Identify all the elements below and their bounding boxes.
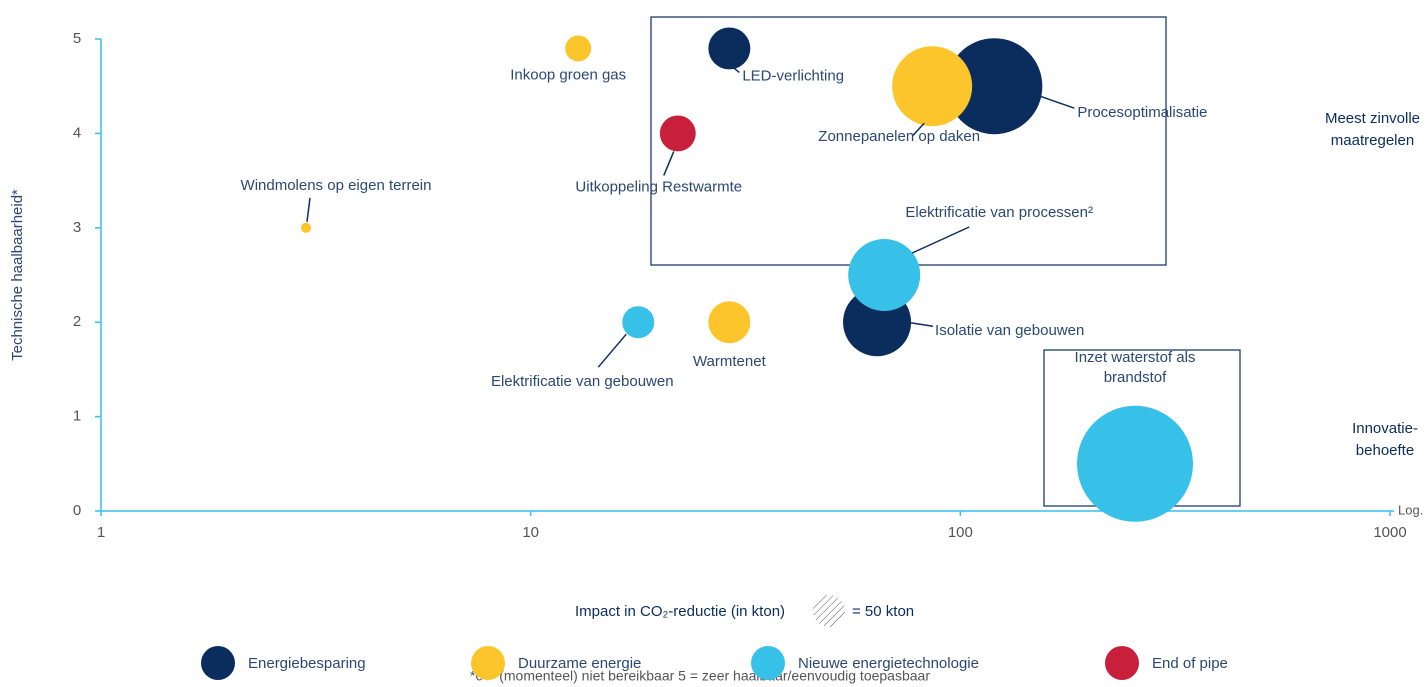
legend-label: Nieuwe energietechnologie: [798, 655, 979, 672]
size-key-label: = 50 kton: [852, 603, 914, 620]
y-tick-label: 1: [73, 408, 81, 425]
x-tick-label: 1: [97, 524, 105, 541]
bubble: [708, 27, 751, 70]
y-tick-label: 3: [73, 219, 81, 236]
size-key: [813, 595, 845, 627]
zone-label: Innovatie-behoefte: [1352, 420, 1418, 459]
bubble-label: Isolatie van gebouwen: [935, 322, 1084, 339]
bubble: [708, 301, 751, 344]
y-tick-label: 5: [73, 30, 81, 47]
bubble: [565, 35, 592, 62]
x-axis-title: Impact in CO₂-reductie (in kton): [575, 603, 785, 620]
bubble: [1077, 405, 1194, 522]
y-tick-label: 0: [73, 502, 81, 519]
leader-line: [723, 59, 740, 74]
zone-label: Meest zinvolle maatregelen: [1324, 110, 1421, 149]
log-label: Log.: [1398, 502, 1423, 517]
x-tick-label: 1000: [1373, 524, 1406, 541]
x-tick-label: 10: [522, 524, 539, 541]
bubble: [848, 239, 921, 311]
y-axis-title: Technische haalbaarheid*: [9, 189, 26, 361]
y-tick-label: 4: [73, 124, 81, 141]
bubble: [300, 222, 312, 233]
legend-swatch: [471, 646, 505, 680]
x-tick-label: 100: [948, 524, 973, 541]
legend-swatch: [1105, 646, 1139, 680]
leader-line: [597, 333, 627, 368]
y-tick-label: 2: [73, 313, 81, 330]
bubble: [946, 38, 1043, 135]
bubble: [892, 46, 973, 127]
bubble-label: Procesoptimalisatie: [1077, 104, 1207, 121]
bubble-label: Windmolens op eigen terrein: [241, 177, 432, 194]
leader-line: [911, 122, 925, 137]
bubble-label: Zonnepanelen op daken: [818, 128, 980, 145]
legend-label: End of pipe: [1152, 655, 1228, 672]
bubble-label: Elektrificatie van gebouwen: [491, 373, 674, 390]
bubble: [622, 306, 655, 339]
leader-line: [911, 226, 970, 254]
legend-swatch: [751, 646, 785, 680]
leader-line: [906, 321, 934, 327]
bubble-label: Inkoop groen gas: [510, 66, 626, 83]
legend-swatch: [201, 646, 235, 680]
bubble-label: Elektrificatie van processen²: [905, 204, 1093, 221]
leader-line: [1034, 93, 1075, 109]
bubble: [659, 115, 696, 152]
bubble-label: LED-verlichting: [742, 67, 844, 84]
leader-line: [306, 197, 311, 222]
bubble-label: Inzet waterstof als brandstof: [1074, 348, 1196, 386]
bubble-label: Uitkoppeling Restwarmte: [575, 178, 742, 195]
bubble-label: Warmtenet: [693, 353, 767, 370]
footnote: *0 = (momenteel) niet bereikbaar 5 = zee…: [470, 668, 930, 684]
legend-label: Duurzame energie: [518, 655, 641, 672]
leader-line: [663, 151, 675, 176]
legend-label: Energiebesparing: [248, 655, 366, 672]
